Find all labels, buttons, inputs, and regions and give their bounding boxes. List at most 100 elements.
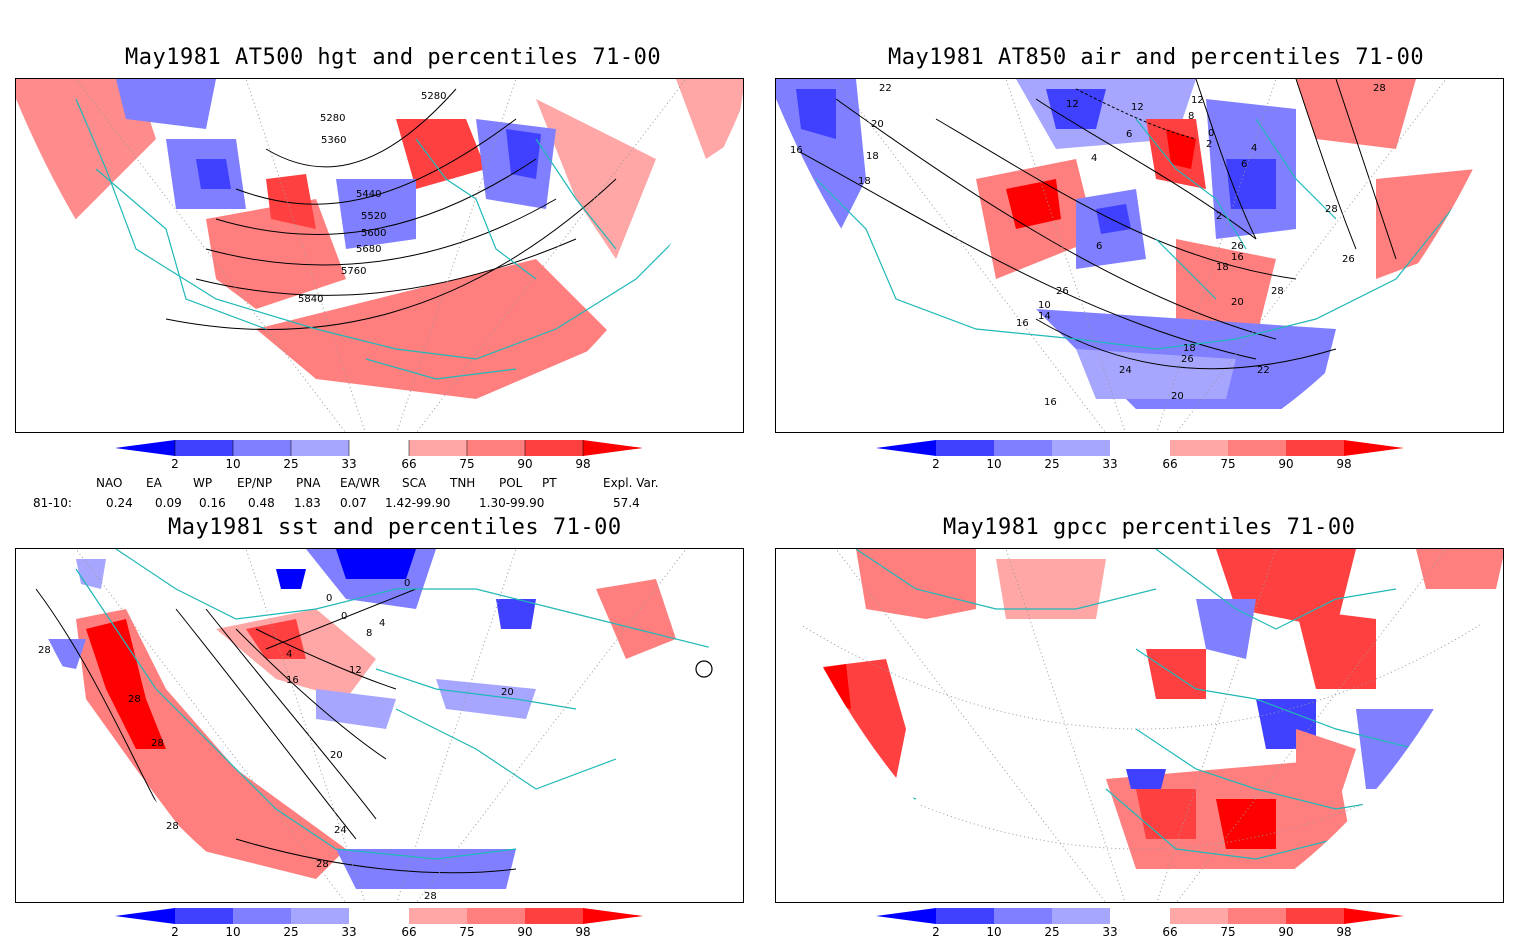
p3-label: 28 <box>128 694 141 705</box>
p3-label: 20 <box>501 687 514 698</box>
colorbar-3-tick: 90 <box>517 925 532 939</box>
p2-label: 12 <box>1066 99 1079 110</box>
p2-label: 26 <box>1056 286 1069 297</box>
colorbar-4-tick: 75 <box>1220 925 1235 939</box>
colorbar-1-tick: 10 <box>225 457 240 471</box>
p2-label: 6 <box>1096 241 1102 252</box>
index-header: SCA <box>402 476 427 490</box>
index-row-label: 81-10: <box>33 496 72 510</box>
colorbar-3-tick: 66 <box>401 925 416 939</box>
p3-label: 12 <box>349 665 362 676</box>
colorbar-2-tick: 2 <box>932 457 940 471</box>
p2-label: 20 <box>871 119 884 130</box>
p3-label: 20 <box>330 750 343 761</box>
p3-label: 0 <box>326 593 332 604</box>
p3-label: 4 <box>286 649 292 660</box>
index-value: 1.30-99.90 <box>479 496 545 510</box>
panel-2-map: 22 20 18 16 18 12 12 12 8 4 6 2 0 2 6 4 … <box>775 78 1504 433</box>
panel-4-map <box>775 548 1504 903</box>
index-header: EA/WR <box>340 476 381 490</box>
p2-label: 20 <box>1171 391 1184 402</box>
p1-label: 5440 <box>356 189 381 200</box>
p2-label: 22 <box>879 83 892 94</box>
panel-1-map: 5280 5280 5360 5440 5520 5600 5680 5760 … <box>15 78 744 433</box>
colorbar-3-tick: 25 <box>283 925 298 939</box>
index-value: 1.83 <box>294 496 321 510</box>
index-value: 1.42-99.90 <box>385 496 451 510</box>
colorbar-1-tick: 98 <box>575 457 590 471</box>
colorbar-4: 2 10 25 33 66 75 90 98 <box>876 908 1404 939</box>
panel-3-title: May1981 sst and percentiles 71-00 <box>168 515 622 540</box>
index-value: 0.16 <box>199 496 226 510</box>
p2-label: 6 <box>1126 129 1132 140</box>
colorbar-1-tick: 2 <box>171 457 179 471</box>
p2-label: 12 <box>1131 102 1144 113</box>
p2-label: 28 <box>1271 286 1284 297</box>
p2-label: 18 <box>866 151 879 162</box>
p1-label: 5840 <box>298 294 323 305</box>
p1-label: 5280 <box>320 113 345 124</box>
colorbar-4-tick: 25 <box>1044 925 1059 939</box>
panel-1-map-svg: 5280 5280 5360 5440 5520 5600 5680 5760 … <box>16 79 743 432</box>
colorbar-3-tick: 98 <box>575 925 590 939</box>
index-header: NAO <box>96 476 123 490</box>
colorbar-2-tick: 90 <box>1278 457 1293 471</box>
panel-3-map: 0 0 0 4 8 4 12 16 20 28 28 28 20 24 28 2… <box>15 548 744 903</box>
p2-label: 20 <box>1231 297 1244 308</box>
p1-label: 5760 <box>341 266 366 277</box>
colorbar-4-tick: 90 <box>1278 925 1293 939</box>
colorbar-1-tick: 75 <box>459 457 474 471</box>
colorbar-2-tick: 33 <box>1102 457 1117 471</box>
p2-label: 2 <box>1206 139 1212 150</box>
index-header: PNA <box>296 476 321 490</box>
p3-label: 0 <box>341 611 347 622</box>
p3-label: 28 <box>316 859 329 870</box>
p3-label: 28 <box>38 645 51 656</box>
p2-label: 2 <box>1216 211 1222 222</box>
index-value: 0.48 <box>248 496 275 510</box>
index-header: Expl. Var. <box>603 476 659 490</box>
index-header: WP <box>193 476 213 490</box>
p2-label: 12 <box>1191 95 1204 106</box>
panel-4-map-svg <box>776 549 1503 902</box>
colorbar-3-tick: 33 <box>341 925 356 939</box>
p2-label: 14 <box>1038 311 1051 322</box>
index-value: 57.4 <box>613 496 640 510</box>
p2-label: 18 <box>858 176 871 187</box>
p2-label: 4 <box>1251 143 1257 154</box>
colorbar-4-tick: 33 <box>1102 925 1117 939</box>
indices-value-row: 81-10: 0.24 0.09 0.16 0.48 1.83 0.07 1.4… <box>0 496 760 512</box>
p2-label: 10 <box>1038 300 1051 311</box>
p2-label: 18 <box>1216 262 1229 273</box>
colorbar-3: 2 10 25 33 66 75 90 98 <box>115 908 643 939</box>
colorbar-2-tick: 75 <box>1220 457 1235 471</box>
p1-label: 5520 <box>361 211 386 222</box>
p2-label: 28 <box>1373 83 1386 94</box>
p2-label: 4 <box>1091 153 1097 164</box>
colorbar-1-tick: 25 <box>283 457 298 471</box>
colorbar-4-tick: 66 <box>1162 925 1177 939</box>
index-value: 0.09 <box>155 496 182 510</box>
p2-label: 16 <box>1016 318 1029 329</box>
panel-2-map-svg: 22 20 18 16 18 12 12 12 8 4 6 2 0 2 6 4 … <box>776 79 1503 432</box>
p2-label: 28 <box>1325 204 1338 215</box>
p3-label: 28 <box>424 891 437 902</box>
index-value: 0.07 <box>340 496 367 510</box>
colorbar-1-tick: 33 <box>341 457 356 471</box>
colorbar-2-tick: 66 <box>1162 457 1177 471</box>
p3-label: 24 <box>334 825 347 836</box>
p2-label: 26 <box>1342 254 1355 265</box>
p2-label: 16 <box>790 145 803 156</box>
p3-label: 8 <box>366 628 372 639</box>
index-header: PT <box>542 476 557 490</box>
p2-label: 26 <box>1181 354 1194 365</box>
indices-header-row: NAO EA WP EP/NP PNA EA/WR SCA TNH POL PT… <box>0 476 760 492</box>
panel-3-map-svg: 0 0 0 4 8 4 12 16 20 28 28 28 20 24 28 2… <box>16 549 743 902</box>
colorbar-3-tick: 75 <box>459 925 474 939</box>
p1-label: 5600 <box>361 228 386 239</box>
colorbar-2-tick: 25 <box>1044 457 1059 471</box>
panel-1-title: May1981 AT500 hgt and percentiles 71-00 <box>125 45 662 70</box>
p1-label: 5680 <box>356 244 381 255</box>
p2-label: 6 <box>1241 159 1247 170</box>
colorbar-1-tick: 90 <box>517 457 532 471</box>
